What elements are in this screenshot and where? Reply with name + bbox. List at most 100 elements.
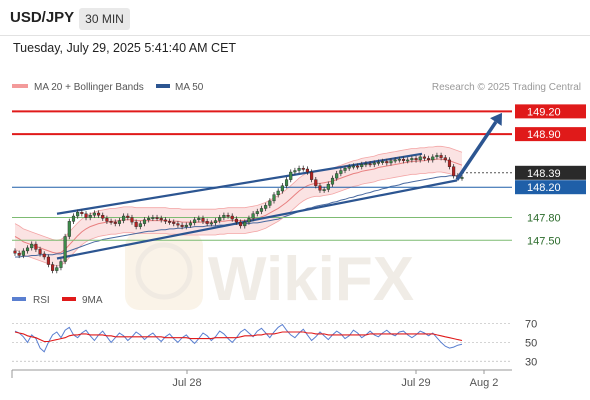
ma20-line <box>14 158 463 254</box>
candle <box>101 212 105 221</box>
candle <box>84 211 88 221</box>
level-tag-148.39 <box>515 165 586 180</box>
target-arrow-shaft <box>455 121 498 181</box>
legend-swatch-ma50 <box>156 84 170 88</box>
candle-body <box>21 250 25 256</box>
candle <box>147 215 151 223</box>
level-label-148.90: 148.90 <box>527 129 561 141</box>
candle <box>443 154 447 163</box>
candle <box>59 258 63 271</box>
candle-body <box>17 252 21 256</box>
candle <box>184 222 188 230</box>
candle-body <box>330 177 335 185</box>
candle-body <box>134 221 138 227</box>
candle-body <box>243 221 247 227</box>
candle <box>439 152 443 161</box>
price-legend: MA 20 + Bollinger Bands MA 50 Research ©… <box>12 82 581 93</box>
candle-body <box>401 158 406 161</box>
channel-lower-line <box>56 179 458 260</box>
candle <box>343 165 347 174</box>
level-tag-148.20 <box>515 180 586 195</box>
candle-body <box>113 221 117 224</box>
candle <box>289 169 293 183</box>
legend-swatch-rsi <box>12 297 26 301</box>
candle <box>347 164 351 171</box>
candle-body <box>385 161 389 164</box>
rsi-tick-label: 50 <box>525 337 537 349</box>
header-divider <box>0 35 590 36</box>
candle <box>105 215 109 224</box>
candle-body <box>251 213 255 219</box>
target-arrow-head <box>490 112 502 126</box>
candle-body <box>255 211 259 214</box>
trend-channel <box>56 152 458 260</box>
candle-body <box>105 218 109 222</box>
candle <box>209 220 213 227</box>
price-levels <box>12 110 512 241</box>
candle-body <box>347 166 351 169</box>
candle-body <box>84 213 88 218</box>
candle <box>301 165 305 172</box>
candle <box>155 214 159 221</box>
candle-body <box>268 200 272 206</box>
candle-body <box>276 190 280 195</box>
candle <box>176 220 180 228</box>
candle <box>17 250 21 259</box>
candle-body <box>126 215 130 218</box>
candle-body <box>293 170 297 173</box>
candle <box>418 154 422 163</box>
candle <box>414 155 418 163</box>
candle-body <box>130 217 134 223</box>
candle-body <box>264 205 268 209</box>
candle <box>381 158 385 165</box>
candle-body <box>259 208 264 212</box>
level-label-148.39: 148.39 <box>527 168 561 180</box>
level-label-148.20: 148.20 <box>527 182 561 194</box>
candle-body <box>360 164 364 167</box>
watermark-text: WikiFX <box>208 245 414 314</box>
legend-label-9ma: 9MA <box>82 295 103 306</box>
candle <box>30 241 34 251</box>
candle <box>117 217 121 227</box>
candle <box>297 165 301 174</box>
candle-body <box>356 165 360 168</box>
candle <box>372 160 376 168</box>
candle <box>326 181 330 193</box>
candle-body <box>88 215 92 218</box>
candle-body <box>272 194 276 202</box>
candle-body <box>393 159 397 162</box>
candle-body <box>142 219 147 224</box>
candle <box>13 248 17 256</box>
candle <box>51 261 55 274</box>
rsi-panel: 70 50 30 <box>12 319 537 368</box>
candle <box>356 163 360 170</box>
candle-body <box>38 249 42 255</box>
candle-body <box>439 155 443 158</box>
time-tick-label: Jul 29 <box>401 377 430 389</box>
candle <box>159 215 163 223</box>
candle-body <box>138 223 142 227</box>
candle <box>71 213 76 224</box>
candle-body <box>30 243 34 249</box>
candle <box>276 188 280 198</box>
candle <box>122 213 126 224</box>
candle <box>46 254 50 268</box>
candle-body <box>218 217 222 221</box>
candle-body <box>55 267 59 271</box>
candle <box>218 214 222 224</box>
timeframe-button[interactable]: 30 MIN <box>79 8 130 30</box>
candle <box>213 217 218 226</box>
candle-body <box>447 159 452 167</box>
candle <box>109 218 113 225</box>
candle-body <box>163 219 167 222</box>
candle <box>142 217 147 227</box>
candle <box>42 251 46 260</box>
candle <box>138 220 142 230</box>
candle-body <box>239 221 243 227</box>
level-tag-148.90 <box>515 127 586 142</box>
candle <box>34 241 38 253</box>
candle <box>360 161 364 170</box>
candle-body <box>193 219 197 224</box>
candle-body <box>381 161 385 163</box>
